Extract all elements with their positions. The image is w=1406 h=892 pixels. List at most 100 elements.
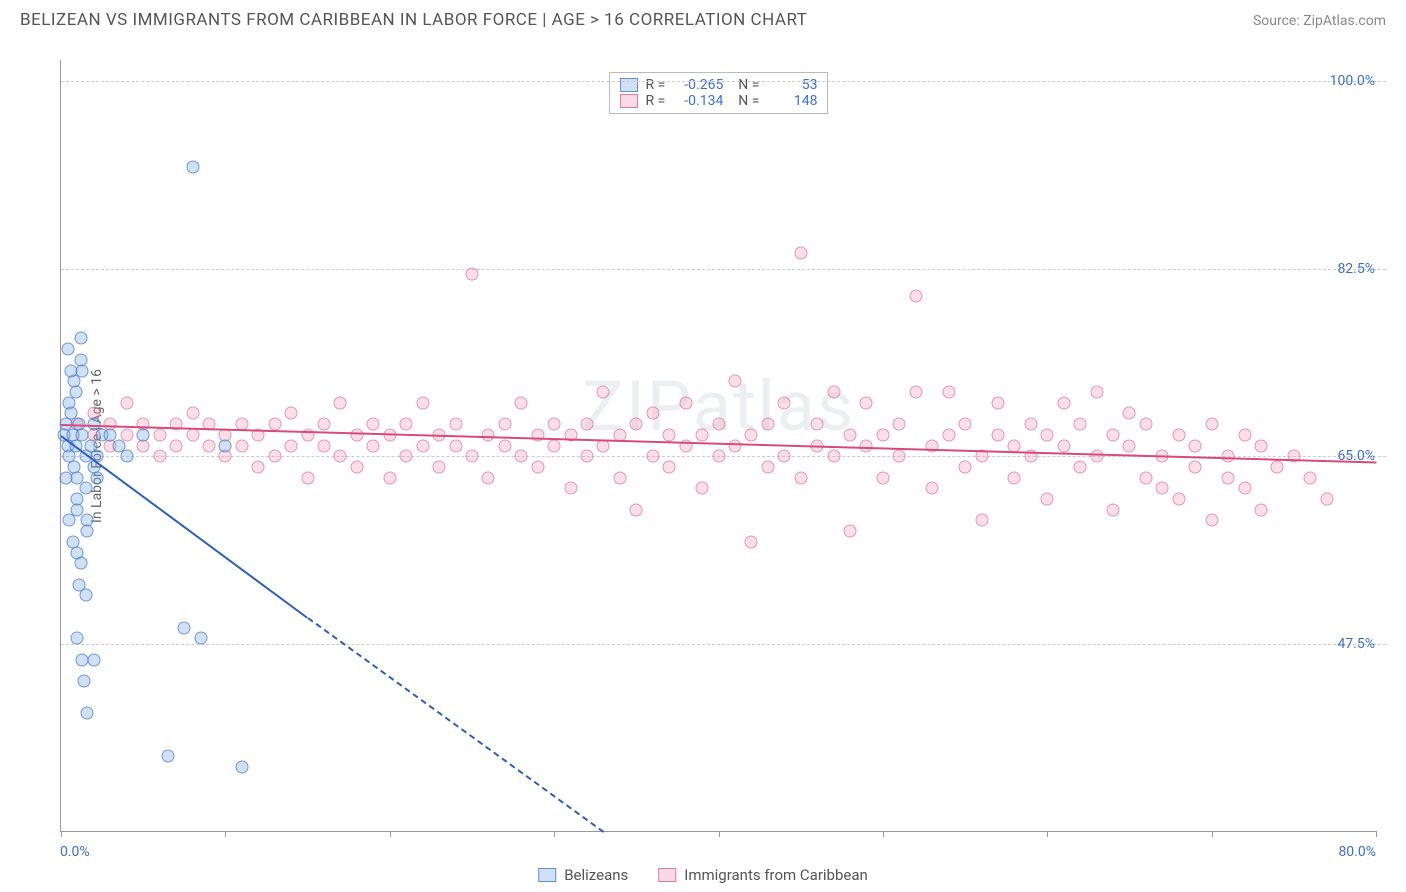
data-point-b (663, 428, 676, 441)
data-point-b (416, 396, 429, 409)
data-point-b (728, 375, 741, 388)
data-point-b (186, 428, 199, 441)
data-point-b (400, 418, 413, 431)
data-point-b (893, 450, 906, 463)
data-point-b (318, 418, 331, 431)
data-point-b (1189, 439, 1202, 452)
chart-source: Source: ZipAtlas.com (1253, 13, 1386, 29)
data-point-b (909, 385, 922, 398)
data-point-b (860, 439, 873, 452)
data-point-a (71, 632, 84, 645)
data-point-b (301, 471, 314, 484)
data-point-b (778, 450, 791, 463)
data-point-b (186, 407, 199, 420)
data-point-b (942, 385, 955, 398)
data-point-b (1304, 471, 1317, 484)
stats-row-a: R = -0.265 N = 53 (620, 77, 818, 93)
swatch-belizeans (620, 78, 638, 92)
data-point-b (235, 439, 248, 452)
data-point-b (1139, 471, 1152, 484)
data-point-b (285, 439, 298, 452)
x-tick (225, 831, 226, 837)
data-point-b (1123, 407, 1136, 420)
data-point-a (178, 621, 191, 634)
data-point-b (745, 535, 758, 548)
data-point-b (1238, 482, 1251, 495)
data-point-b (1008, 471, 1021, 484)
data-point-b (893, 418, 906, 431)
data-point-b (1024, 418, 1037, 431)
gridline (61, 81, 1386, 82)
y-tick-label: 82.5% (1337, 261, 1381, 277)
data-point-a (161, 750, 174, 763)
plot-region: ZIPatlas R = -0.265 N = 53 R = -0.134 N … (60, 60, 1376, 832)
data-point-b (433, 460, 446, 473)
data-point-b (696, 428, 709, 441)
data-point-a (194, 632, 207, 645)
data-point-b (383, 471, 396, 484)
data-point-b (959, 418, 972, 431)
data-point-a (73, 578, 86, 591)
legend-swatch-a (538, 868, 556, 882)
data-point-b (416, 439, 429, 452)
data-point-b (909, 289, 922, 302)
trend-line (307, 617, 604, 833)
correlation-stats-box: R = -0.265 N = 53 R = -0.134 N = 148 (609, 72, 829, 114)
y-tick-label: 47.5% (1337, 636, 1381, 652)
data-point-b (285, 407, 298, 420)
data-point-b (630, 503, 643, 516)
stat-n-a: 53 (767, 77, 817, 93)
data-point-b (1189, 460, 1202, 473)
data-point-b (1041, 493, 1054, 506)
stat-r-b: -0.134 (673, 93, 723, 109)
data-point-b (170, 439, 183, 452)
x-tick (554, 831, 555, 837)
data-point-b (498, 418, 511, 431)
x-tick (1047, 831, 1048, 837)
data-point-b (761, 418, 774, 431)
data-point-b (252, 460, 265, 473)
data-point-b (1123, 439, 1136, 452)
data-point-b (449, 439, 462, 452)
data-point-b (400, 450, 413, 463)
data-point-b (926, 482, 939, 495)
data-point-b (1271, 460, 1284, 473)
data-point-b (449, 418, 462, 431)
data-point-b (696, 482, 709, 495)
data-point-b (663, 460, 676, 473)
data-point-b (465, 450, 478, 463)
data-point-b (1156, 482, 1169, 495)
data-point-a (64, 364, 77, 377)
data-point-b (367, 418, 380, 431)
data-point-b (1090, 450, 1103, 463)
data-point-b (581, 418, 594, 431)
x-tick (1212, 831, 1213, 837)
data-point-a (186, 161, 199, 174)
data-point-a (74, 557, 87, 570)
data-point-b (712, 450, 725, 463)
data-point-a (63, 514, 76, 527)
data-point-b (827, 450, 840, 463)
data-point-b (334, 450, 347, 463)
x-tick (390, 831, 391, 837)
data-point-a (120, 450, 133, 463)
x-tick (1376, 831, 1377, 837)
stats-row-b: R = -0.134 N = 148 (620, 93, 818, 109)
data-point-b (581, 450, 594, 463)
data-point-a (59, 471, 72, 484)
gridline (61, 269, 1386, 270)
data-point-b (1238, 428, 1251, 441)
data-point-b (153, 428, 166, 441)
data-point-b (202, 439, 215, 452)
data-point-b (679, 396, 692, 409)
data-point-b (1172, 493, 1185, 506)
chart-header: BELIZEAN VS IMMIGRANTS FROM CARIBBEAN IN… (0, 0, 1406, 30)
data-point-b (1107, 428, 1120, 441)
stat-label-r: R = (646, 93, 666, 109)
data-point-b (844, 525, 857, 538)
data-point-b (548, 418, 561, 431)
x-axis-origin-label: 0.0% (60, 844, 90, 860)
data-point-b (350, 428, 363, 441)
data-point-a (69, 385, 82, 398)
data-point-b (268, 450, 281, 463)
